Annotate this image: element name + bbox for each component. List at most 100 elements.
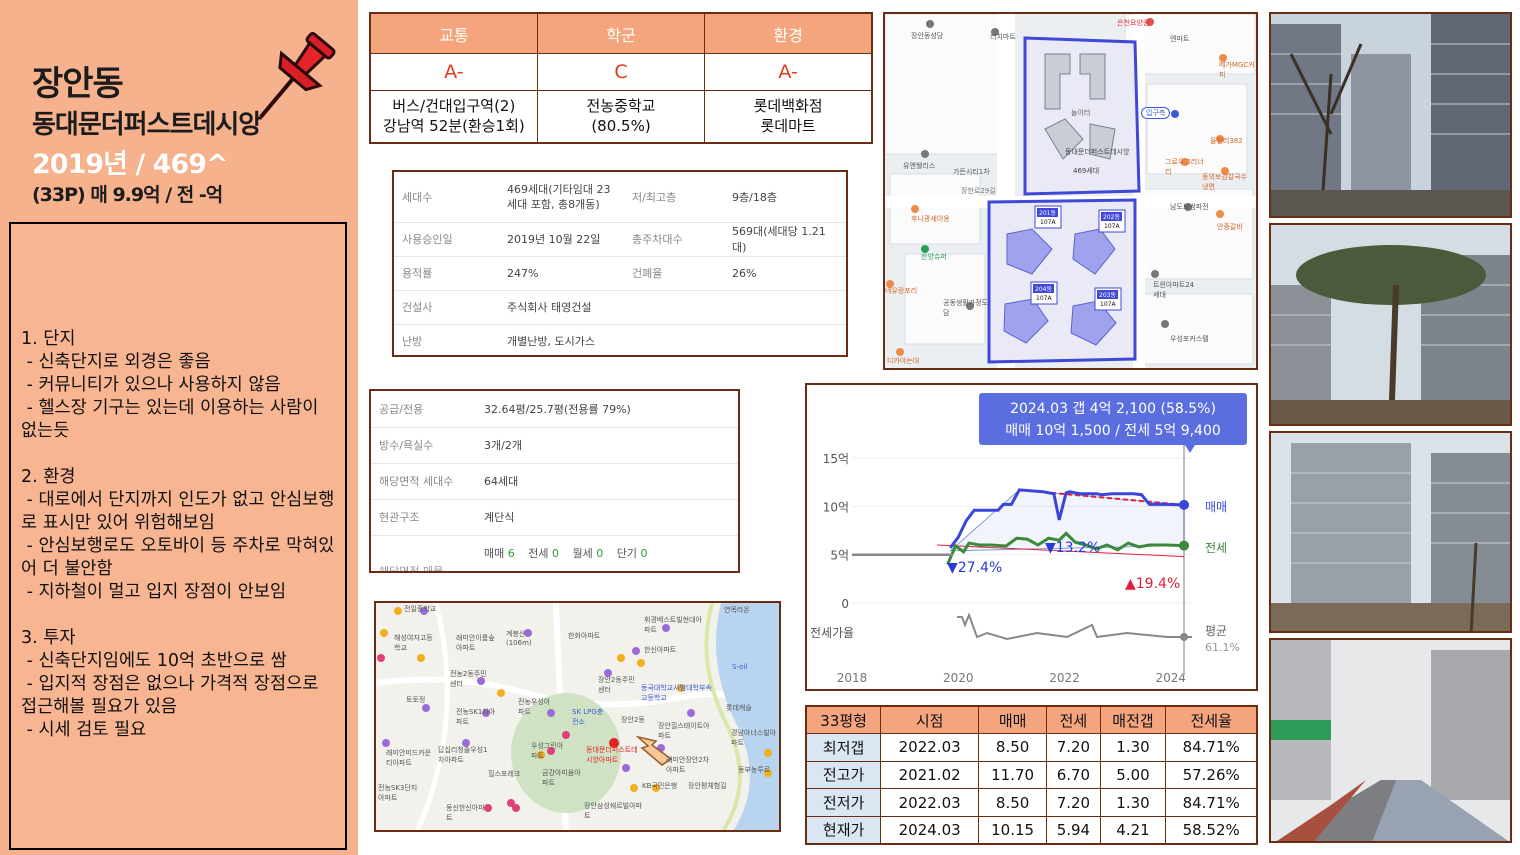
series-endpoint	[1179, 499, 1190, 510]
site-label: 공동생활가정도담	[943, 299, 989, 317]
site-label: 엔마트	[1170, 35, 1190, 43]
area-label: 힐스포레크	[488, 770, 521, 778]
jeonse-ratio-label: 전세가율	[810, 626, 854, 640]
price-header: 전세	[1046, 705, 1101, 735]
area-label: 래미안미드카운티아파트	[386, 749, 432, 767]
listing-jeonse[interactable]: 전세 0	[528, 547, 559, 561]
building-type-label: 107A	[1036, 295, 1052, 302]
area-map[interactable]: 전일중학교 해성여자고등학교 래미안이룸숲아파트 계봉산(106m) 한화아파트…	[374, 601, 781, 832]
site-label: 안중갈비	[1217, 223, 1243, 231]
parking-value: 569대(세대당 1.21대)	[724, 222, 846, 257]
hall-value: 계단식	[476, 499, 738, 536]
price-cell: 7.20	[1046, 788, 1101, 817]
building-dong-label: 202동	[1101, 212, 1122, 221]
area-label: 답십리청솔우성1차아파트	[438, 746, 488, 764]
gap-trend-line	[936, 544, 1185, 558]
site-map[interactable]: 장안동성당 리치마트 은천요양원 엔마트 메가MGC커피 입구측 유앤웰리스 가…	[883, 12, 1258, 370]
year-units: 2019년 / 469^	[32, 149, 229, 180]
price-cell: 84.71%	[1165, 733, 1258, 762]
area-label: SK LPG충전소	[572, 708, 604, 726]
x-tick-label: 2018	[837, 671, 868, 685]
far-value: 247%	[499, 256, 624, 291]
area-label: 래미안이룸숲아파트	[456, 634, 495, 652]
site-label: 후니광셰이용	[911, 215, 950, 223]
grade-desc-environment: 롯데백화점 롯데마트	[704, 89, 873, 144]
x-tick-label: 2020	[943, 671, 974, 685]
street-photo	[1269, 638, 1512, 843]
complex-units-label: 469세대	[1073, 167, 1100, 175]
site-label: 가든시티1차	[953, 168, 990, 176]
notes-box: 1. 단지 - 신축단지로 외경은 좋음 - 커뮤니티가 있으나 사용하지 않음…	[9, 222, 347, 850]
price-cell: 현재가	[805, 815, 882, 845]
price-cell: 2021.02	[880, 760, 980, 790]
listing-short[interactable]: 단기 0	[616, 547, 648, 561]
price-cell: 1.30	[1099, 788, 1167, 817]
building-type-label: 107A	[1104, 223, 1120, 230]
area-label: 장안2동	[621, 716, 645, 724]
building-dong-label: 201동	[1037, 208, 1058, 217]
x-tick-label: 2022	[1049, 671, 1080, 685]
area-label: 토토정	[406, 696, 426, 704]
callout-arrow	[1185, 445, 1195, 453]
callout-line-1: 2024.03 갭 4억 2,100 (58.5%)	[1010, 401, 1216, 417]
grade-environment: A-	[704, 53, 873, 91]
callout-line-2: 매매 10억 1,500 / 전세 5억 9,400	[1005, 423, 1221, 439]
site-label: 그로우그리너리	[1165, 158, 1204, 176]
price-cell: 전저가	[805, 788, 882, 817]
floors-label: 저/최고층	[624, 172, 724, 223]
average-label: 평균	[1205, 624, 1227, 638]
push-pin-icon	[259, 32, 336, 119]
series-line-sale	[949, 488, 1185, 549]
x-tick-label: 2024	[1155, 671, 1186, 685]
units-label: 세대수	[394, 172, 499, 223]
area-label: S-oil	[732, 663, 748, 671]
district-title: 장안동	[32, 64, 124, 104]
price-cell: 6.70	[1046, 760, 1101, 790]
price-cell: 57.26%	[1165, 760, 1258, 790]
jeonse-ratio-point	[1180, 633, 1189, 641]
area-value: 32.64평/25.7평(전용률 79%)	[476, 391, 738, 428]
site-label: 우성포커스텔	[1170, 335, 1209, 343]
listing-sale[interactable]: 매매 6	[484, 547, 515, 561]
price-cell: 전고가	[805, 760, 882, 790]
parking-label: 총주차대수	[624, 222, 724, 257]
price-row-lowest-gap: 최저갭 2022.03 8.50 7.20 1.30 84.71%	[805, 733, 1258, 762]
note-environment: 2. 환경 - 대로에서 단지까지 인도가 없고 안심보행로 표시만 있어 위험…	[21, 467, 335, 602]
grade-school: C	[536, 53, 706, 91]
area-label: 장안평체험길	[688, 782, 727, 790]
site-map-canvas	[885, 14, 1256, 368]
price-header: 매매	[978, 705, 1048, 735]
rooms-label: 방수/욕실수	[371, 427, 476, 464]
listing-monthly[interactable]: 월세 0	[572, 547, 604, 561]
area-label: 동신한신아파트	[446, 804, 485, 822]
change-annotation: ▼27.4%	[947, 560, 1002, 576]
area-label: 연목라온	[724, 606, 750, 614]
bcr-label: 건폐율	[624, 256, 724, 291]
hall-label: 현관구조	[371, 499, 476, 536]
grade-table: 교통 학군 환경 A- C A- 버스/건대입구역(2) 강남역 52분(환승1회…	[369, 12, 873, 144]
apartment-photo	[1269, 223, 1512, 426]
site-label: 남도보쌈파전	[1170, 203, 1209, 211]
grade-header-transport: 교통	[369, 12, 538, 55]
site-label: 놀이터	[1071, 109, 1091, 117]
area-label: 동국대학교사범대학부속고등학교	[641, 684, 712, 702]
approval-value: 2019년 10월 22일	[499, 222, 624, 257]
area-label: 금강아미움아파트	[542, 769, 581, 787]
site-label: 메가MGC커피	[1219, 61, 1255, 79]
entrance-label: 입구측	[1141, 107, 1171, 119]
bcr-value: 26%	[724, 256, 846, 291]
note-investment: 3. 투자 - 신축단지임에도 10억 초반으로 쌈 - 입지적 장점은 없으나…	[21, 628, 319, 740]
approval-label: 사용승인일	[394, 222, 499, 257]
price-header: 전세율	[1165, 705, 1258, 735]
far-label: 용적률	[394, 256, 499, 291]
area-label: 장안힐스테이트아파트	[658, 722, 710, 740]
building-type-label: 107A	[1040, 219, 1056, 226]
price-chart-canvas: 15억 10억 5억 0 2018 2020 2022 2024 전세가율 ▼27.4% ▼13.2…	[810, 393, 1247, 685]
price-cell: 5.94	[1046, 815, 1101, 845]
grade-header-school: 학군	[536, 12, 706, 55]
price-row-previous-low: 전저가 2022.03 8.50 7.20 1.30 84.71%	[805, 788, 1258, 817]
area-label-target: 동대문더퍼스트데시앙아파트	[586, 746, 638, 764]
site-label: 리치마트	[990, 33, 1016, 41]
site-label: 장한로29길	[961, 187, 996, 195]
